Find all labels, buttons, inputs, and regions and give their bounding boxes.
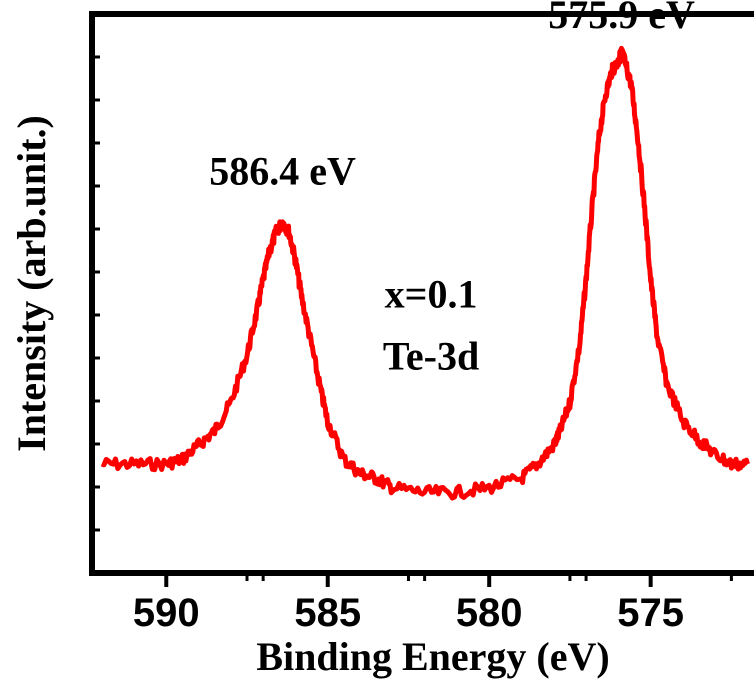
x-tick-label: 580 xyxy=(456,591,523,635)
annotation: 586.4 eV xyxy=(209,149,356,194)
x-tick-label: 575 xyxy=(617,591,684,635)
annotation: Te-3d xyxy=(383,333,479,378)
spectrum-line xyxy=(100,45,750,501)
plot-frame xyxy=(89,11,754,576)
x-axis-tick-labels: 590 585 580 575 xyxy=(133,591,684,635)
y-axis-label: Intensity (arb.unit.) xyxy=(9,115,54,452)
series-group xyxy=(100,45,750,501)
y-axis-ticks xyxy=(92,55,100,532)
annotation: x=0.1 xyxy=(385,272,478,317)
annotation: 575.9 eV xyxy=(548,0,695,37)
x-tick-label: 585 xyxy=(294,591,361,635)
x-tick-label: 590 xyxy=(133,591,200,635)
annotations-group: 586.4 eV 575.9 eV x=0.1 Te-3d xyxy=(209,0,695,378)
x-axis-label: Binding Energy (eV) xyxy=(256,634,609,679)
x-axis-ticks xyxy=(164,573,733,587)
